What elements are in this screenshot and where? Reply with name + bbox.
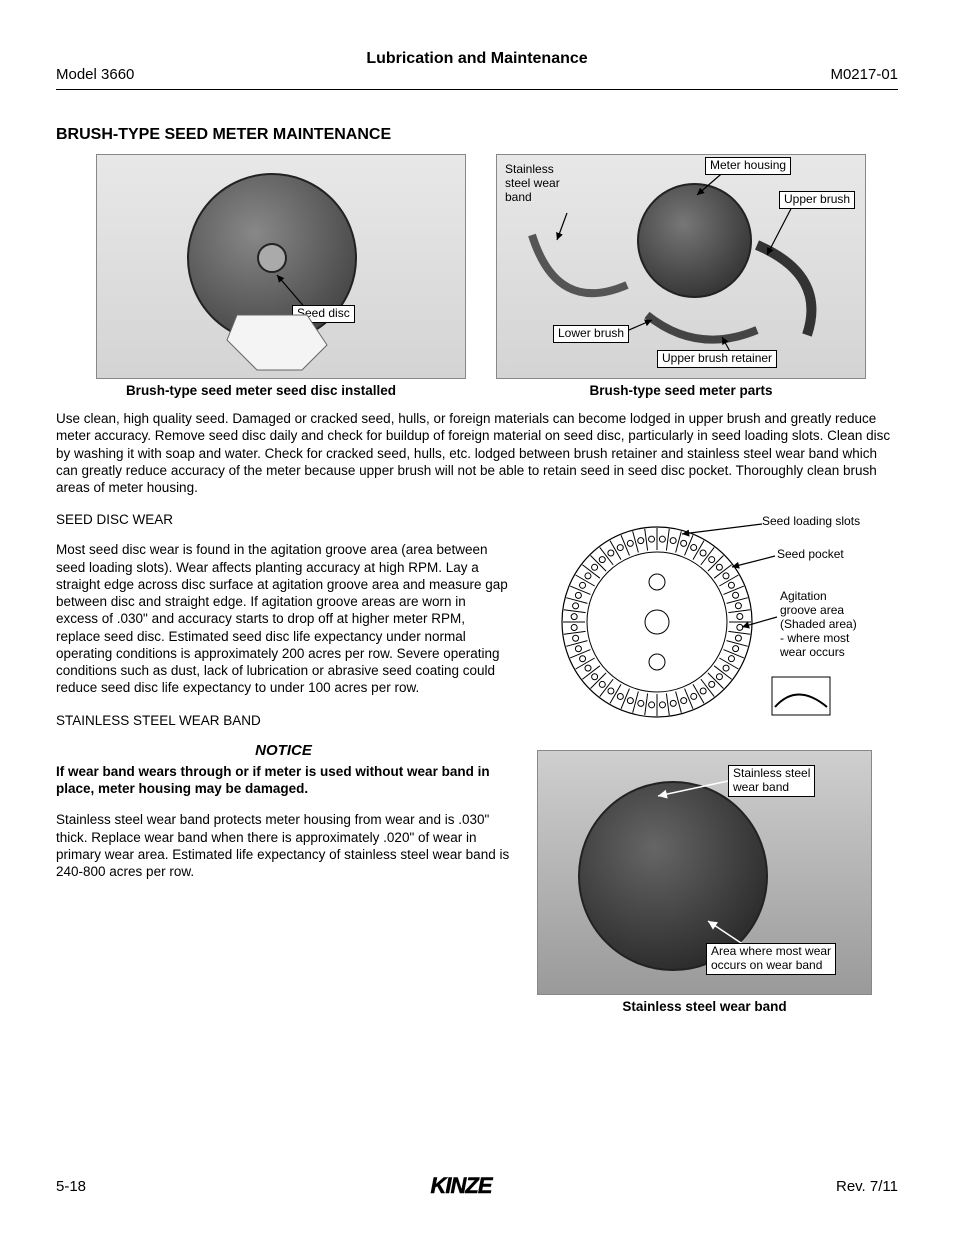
page: Lubrication and Maintenance Model 3660 M… <box>0 0 954 1054</box>
notice-title: NOTICE <box>56 742 511 759</box>
kinze-logo: KINZE <box>431 1173 492 1199</box>
footer: 5-18 KINZE Rev. 7/11 <box>56 1173 898 1199</box>
figure-2: Meter housing Upper brush Stainless stee… <box>496 154 866 379</box>
figure-2-wrap: Meter housing Upper brush Stainless stee… <box>496 154 866 398</box>
label-meter-housing: Meter housing <box>705 157 791 175</box>
figure-1-wrap: Seed disc Brush-type seed meter seed dis… <box>56 154 466 398</box>
seed-disc-diagram: Seed loading slots Seed pocket Agitation… <box>537 512 872 732</box>
fig1-bracket <box>217 305 347 375</box>
label-upper-brush-retainer: Upper brush retainer <box>657 350 777 368</box>
label-wear-area: Area where most wear occurs on wear band <box>706 943 836 975</box>
figure-2-caption: Brush-type seed meter parts <box>496 383 866 398</box>
wear-band-photo-caption: Stainless steel wear band <box>537 999 872 1014</box>
label-seed-pocket: Seed pocket <box>777 548 844 562</box>
section-heading: BRUSH-TYPE SEED METER MAINTENANCE <box>56 126 898 144</box>
wear-band-body: Stainless steel wear band protects meter… <box>56 811 511 880</box>
two-column-section: SEED DISC WEAR Most seed disc wear is fo… <box>56 512 898 1014</box>
figure-1: Seed disc <box>96 154 466 379</box>
intro-paragraph: Use clean, high quality seed. Damaged or… <box>56 410 898 496</box>
label-lower-brush: Lower brush <box>553 325 629 343</box>
header-model: Model 3660 <box>56 66 134 83</box>
page-number: 5-18 <box>56 1178 86 1195</box>
label-upper-brush: Upper brush <box>779 191 855 209</box>
seed-disc-wear-body: Most seed disc wear is found in the agit… <box>56 541 511 696</box>
label-stainless-band: Stainless steel wear band <box>505 163 560 204</box>
wear-band-photo: Stainless steel wear band Area where mos… <box>537 750 872 995</box>
wear-band-heading: STAINLESS STEEL WEAR BAND <box>56 713 511 728</box>
right-column: Seed loading slots Seed pocket Agitation… <box>537 512 872 1014</box>
left-column: SEED DISC WEAR Most seed disc wear is fo… <box>56 512 511 1014</box>
header-rule <box>56 89 898 90</box>
figure-1-caption: Brush-type seed meter seed disc installe… <box>56 383 466 398</box>
label-seed-loading-slots: Seed loading slots <box>762 515 860 529</box>
header-doc-id: M0217-01 <box>830 66 898 83</box>
label-agitation: Agitation groove area (Shaded area) - wh… <box>780 590 857 659</box>
revision: Rev. 7/11 <box>836 1178 898 1195</box>
label-band-photo: Stainless steel wear band <box>728 765 815 797</box>
figure-row: Seed disc Brush-type seed meter seed dis… <box>56 154 898 398</box>
seed-disc-wear-heading: SEED DISC WEAR <box>56 512 511 527</box>
notice-body: If wear band wears through or if meter i… <box>56 763 511 798</box>
header-title: Lubrication and Maintenance <box>0 50 954 68</box>
